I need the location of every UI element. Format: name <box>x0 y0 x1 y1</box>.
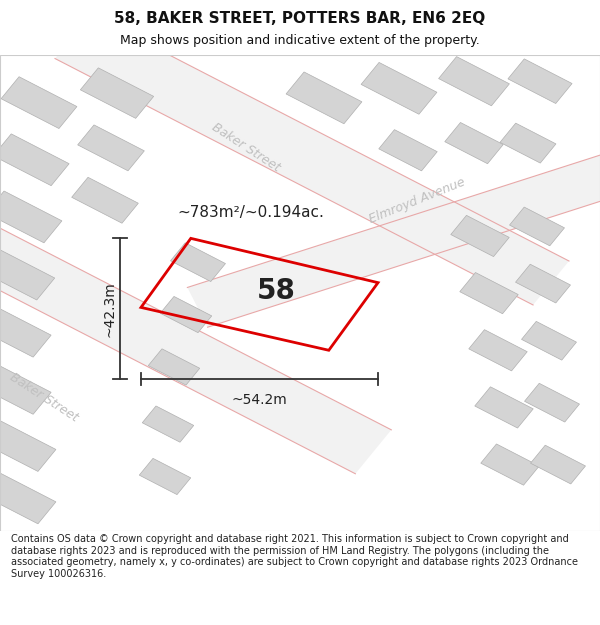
Polygon shape <box>379 129 437 171</box>
Polygon shape <box>0 191 62 243</box>
Text: ~54.2m: ~54.2m <box>232 393 287 407</box>
Polygon shape <box>521 321 577 360</box>
Polygon shape <box>286 72 362 124</box>
Polygon shape <box>142 406 194 442</box>
Polygon shape <box>0 362 51 414</box>
Text: Baker Street: Baker Street <box>209 121 283 175</box>
Text: ~783m²/~0.194ac.: ~783m²/~0.194ac. <box>177 204 324 219</box>
Polygon shape <box>439 57 509 106</box>
Polygon shape <box>0 134 69 186</box>
Polygon shape <box>80 68 154 118</box>
Text: ~42.3m: ~42.3m <box>102 281 116 337</box>
Polygon shape <box>451 216 509 257</box>
Text: 58: 58 <box>257 277 295 305</box>
Polygon shape <box>481 444 539 485</box>
Polygon shape <box>445 122 503 164</box>
Polygon shape <box>460 272 518 314</box>
Polygon shape <box>160 296 212 333</box>
Polygon shape <box>0 131 391 474</box>
Text: Map shows position and indicative extent of the property.: Map shows position and indicative extent… <box>120 34 480 47</box>
Polygon shape <box>55 14 569 305</box>
Polygon shape <box>0 248 55 300</box>
Polygon shape <box>0 419 56 471</box>
Polygon shape <box>524 383 580 422</box>
Text: 58, BAKER STREET, POTTERS BAR, EN6 2EQ: 58, BAKER STREET, POTTERS BAR, EN6 2EQ <box>115 11 485 26</box>
Polygon shape <box>475 387 533 428</box>
Polygon shape <box>509 207 565 246</box>
Polygon shape <box>469 329 527 371</box>
Polygon shape <box>139 458 191 494</box>
Polygon shape <box>1 77 77 129</box>
Polygon shape <box>148 349 200 385</box>
Polygon shape <box>361 62 437 114</box>
Polygon shape <box>500 123 556 163</box>
Polygon shape <box>170 242 226 281</box>
Polygon shape <box>0 306 51 357</box>
Text: Contains OS data © Crown copyright and database right 2021. This information is : Contains OS data © Crown copyright and d… <box>11 534 578 579</box>
Polygon shape <box>71 177 139 223</box>
Polygon shape <box>515 264 571 303</box>
Polygon shape <box>77 125 145 171</box>
Polygon shape <box>0 472 56 524</box>
Text: Elmroyd Avenue: Elmroyd Avenue <box>367 175 467 226</box>
Polygon shape <box>530 445 586 484</box>
Text: Baker Street: Baker Street <box>7 371 80 425</box>
Polygon shape <box>187 145 600 328</box>
Polygon shape <box>508 59 572 104</box>
